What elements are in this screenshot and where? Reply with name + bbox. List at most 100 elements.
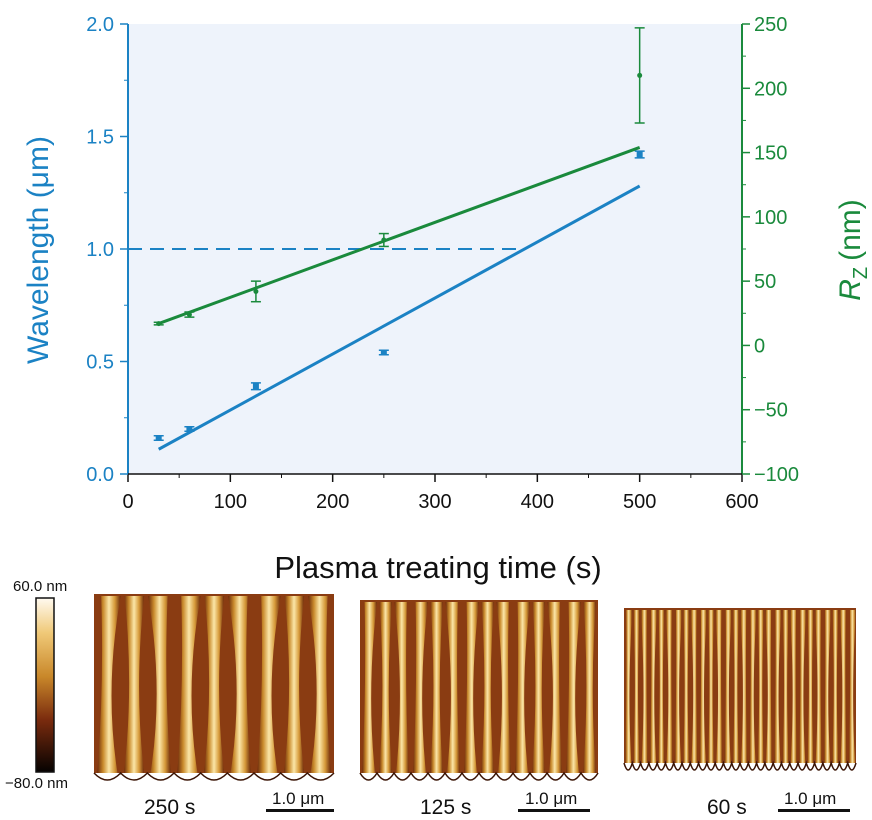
x-tick-label: 600: [725, 491, 758, 513]
afm-ridge: [583, 602, 596, 773]
afm-ridge: [481, 602, 494, 773]
scale-label-125s: 1.0 μm: [525, 789, 578, 808]
afm-ridge: [445, 602, 460, 773]
afm-ridge: [814, 610, 822, 763]
afm-ridge: [732, 610, 740, 763]
afm-ridge: [774, 610, 782, 763]
afm-ridge: [789, 610, 798, 763]
afm-ridge: [782, 610, 789, 763]
afm-ridge: [765, 610, 773, 763]
afm-ridge: [413, 602, 428, 773]
right-tick-label: 250: [754, 14, 787, 36]
afm-ridge: [177, 596, 201, 773]
afm-surface-background: [360, 600, 598, 773]
afm-ridge: [430, 602, 443, 773]
afm-front-edge: [623, 760, 857, 771]
afm-ridge: [839, 610, 847, 763]
afm-ridge: [394, 602, 409, 773]
afm-ridge: [707, 610, 715, 763]
afm-ridge: [97, 596, 121, 773]
afm-ridge: [123, 596, 145, 773]
afm-caption-125s: 125 s: [420, 796, 472, 819]
afm-ridge: [547, 602, 562, 773]
afm-ridge: [566, 602, 581, 773]
x-tick-label: 300: [418, 491, 451, 513]
scale-label-250s: 1.0 μm: [272, 789, 325, 808]
right-axis-title-sub: Z: [850, 267, 872, 279]
afm-ridge: [515, 602, 530, 773]
data-point-left: [155, 435, 162, 441]
afm-front-edge: [93, 771, 335, 781]
left-tick-label: 1.0: [86, 239, 114, 261]
left-tick-label: 0.0: [86, 464, 114, 486]
right-axis-title: RZ (nm): [834, 199, 872, 301]
afm-ridge: [848, 610, 856, 763]
afm-ridge: [674, 610, 682, 763]
left-tick-label: 2.0: [86, 14, 114, 36]
afm-ridge: [832, 610, 839, 763]
data-point-right: [253, 288, 259, 294]
afm-ridge: [715, 610, 723, 763]
afm-ridge: [203, 596, 225, 773]
afm-ridge: [665, 610, 673, 763]
data-point-left: [186, 426, 193, 432]
colorbar-max-label: 60.0 nm: [13, 578, 68, 595]
afm-ridge: [699, 610, 707, 763]
right-tick-label: −50: [754, 400, 788, 422]
afm-ridge: [257, 596, 281, 773]
data-point-right: [381, 237, 387, 243]
afm-ridge: [464, 602, 479, 773]
afm-image-60s: [623, 608, 857, 771]
afm-ridge: [749, 610, 757, 763]
height-colorbar: [35, 597, 55, 773]
right-tick-label: 100: [754, 207, 787, 229]
afm-ridge: [690, 610, 698, 763]
right-tick-label: 0: [754, 335, 765, 357]
afm-ridge: [379, 602, 392, 773]
afm-ridge: [798, 610, 807, 763]
data-point-right: [637, 72, 643, 78]
right-axis-title-main: R: [834, 279, 867, 301]
scale-bar-125s: [518, 809, 590, 812]
afm-ridge: [283, 596, 305, 773]
afm-caption-60s: 60 s: [707, 796, 747, 819]
afm-ridge: [757, 610, 764, 763]
left-axis-title: Wavelength (μm): [22, 136, 55, 364]
x-tick-label: 0: [122, 491, 133, 513]
afm-ridge: [532, 602, 545, 773]
left-tick-label: 0.5: [86, 352, 114, 374]
right-axis-title-unit: (nm): [834, 199, 867, 261]
colorbar-min-label: −80.0 nm: [5, 775, 68, 792]
afm-caption-250s: 250 s: [144, 796, 196, 819]
afm-ridge: [682, 610, 690, 763]
afm-ridge: [724, 610, 732, 763]
right-tick-label: −100: [754, 464, 799, 486]
chart: 0 100 200 300 400 500 6000.00.51.01.52.0−100−5…: [22, 14, 872, 585]
afm-image-125s: [359, 600, 599, 781]
data-point-left: [380, 349, 387, 356]
fit-line-left: [157, 184, 641, 451]
data-point-left: [252, 383, 259, 390]
right-tick-label: 200: [754, 78, 787, 100]
scale-bar-250s: [266, 809, 334, 812]
afm-ridge: [649, 610, 658, 763]
x-tick-label: 200: [316, 491, 349, 513]
afm-ridge: [658, 610, 665, 763]
afm-ridge: [640, 610, 648, 763]
right-tick-label: 50: [754, 271, 776, 293]
data-point-right: [156, 321, 162, 327]
afm-image-250s: [93, 594, 335, 781]
x-tick-label: 400: [521, 491, 554, 513]
afm-ridge: [807, 610, 814, 763]
x-tick-label: 500: [623, 491, 656, 513]
afm-ridge: [228, 596, 251, 773]
afm-ridge: [362, 602, 377, 773]
afm-ridge: [148, 596, 171, 773]
x-tick-label: 100: [214, 491, 247, 513]
left-tick-label: 1.5: [86, 127, 114, 149]
afm-ridge: [496, 602, 511, 773]
afm-front-edge: [359, 771, 599, 781]
scale-label-60s: 1.0 μm: [784, 789, 837, 808]
data-point-left: [636, 151, 643, 158]
afm-ridge: [740, 610, 748, 763]
